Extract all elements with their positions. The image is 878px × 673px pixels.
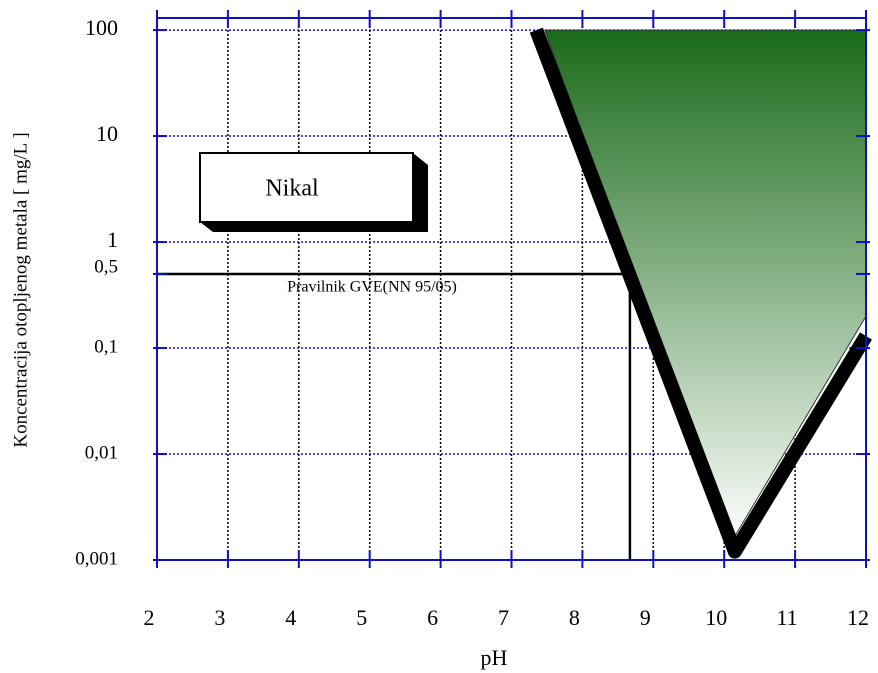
y-tick-label: 0,5: [94, 256, 118, 277]
x-tick-label: 2: [144, 605, 155, 630]
x-tick-label: 5: [356, 605, 367, 630]
x-tick-label: 3: [214, 605, 225, 630]
y-tick-label: 10: [96, 121, 118, 146]
y-axis-label: Koncentracija otopljenog metala [ mg/L ]: [10, 132, 31, 447]
y-tick-label: 0,01: [85, 442, 118, 463]
x-tick-label: 10: [705, 605, 727, 630]
line: [529, 27, 872, 559]
x-tick-label: 7: [498, 605, 509, 630]
x-tick-label: 4: [285, 605, 296, 630]
annotation: Nikal: [265, 176, 319, 202]
x-tick-label: 12: [847, 605, 869, 630]
x-tick-label: 9: [640, 605, 651, 630]
x-tick-label: 8: [569, 605, 580, 630]
x-axis-label: pH: [481, 645, 508, 670]
x-tick-label: 11: [777, 605, 798, 630]
x-tick-label: 6: [427, 605, 438, 630]
y-tick-label: 100: [85, 15, 118, 40]
label-box: [199, 152, 414, 223]
y-tick-label: 1: [107, 227, 118, 252]
label-box-shadow: [200, 153, 428, 232]
annotation: Pravilnik GVE(NN 95/05): [287, 279, 457, 296]
y-tick-label: 0,001: [75, 548, 118, 569]
y-tick-label: 0,1: [94, 336, 118, 357]
